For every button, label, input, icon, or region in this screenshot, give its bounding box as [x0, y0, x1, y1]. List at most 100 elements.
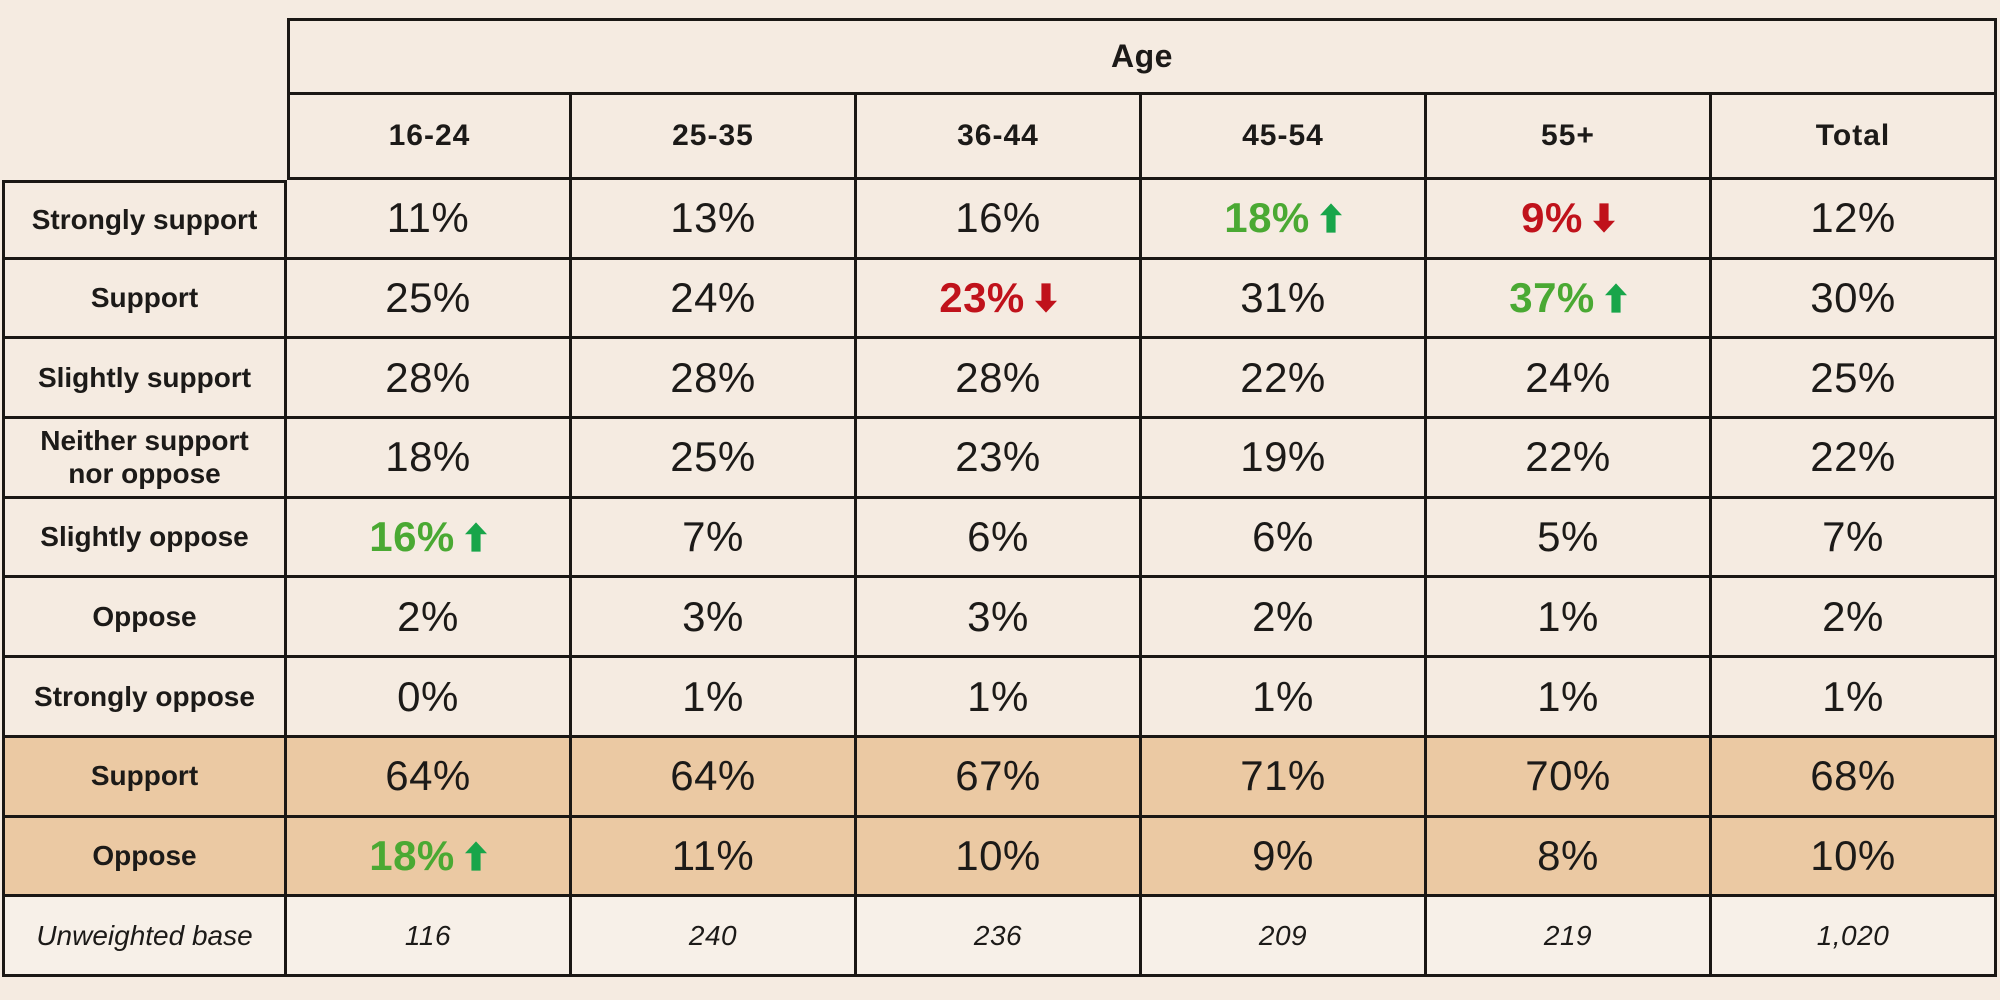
table-cell: 1%: [1427, 578, 1712, 659]
cell-value: 1%: [1252, 672, 1314, 720]
cell-value: 18%: [1224, 194, 1310, 242]
cell-value: 67%: [955, 752, 1041, 800]
row-label: Oppose: [2, 817, 287, 898]
cell-value: 10%: [955, 831, 1041, 879]
cell-value: 22%: [1525, 433, 1611, 481]
cell-value: 28%: [385, 353, 471, 401]
table-cell: 5%: [1427, 498, 1712, 579]
cell-value: 30%: [1810, 274, 1896, 322]
cell-value: 219: [1543, 919, 1593, 951]
cell-value: 9%: [1521, 194, 1583, 242]
cell-value: 28%: [670, 353, 756, 401]
table-cell: 2%: [1142, 578, 1427, 659]
row-label: Oppose: [2, 578, 287, 659]
cell-value: 0%: [397, 672, 459, 720]
cell-value: 3%: [682, 592, 744, 640]
table-cell: 0%: [287, 658, 572, 738]
table-cell: 28%: [857, 339, 1142, 420]
cell-value: 23%: [955, 433, 1041, 481]
row-label: Strongly support: [2, 180, 287, 260]
table-cell: 7%: [572, 498, 857, 579]
cell-value: 23%: [939, 274, 1025, 322]
cell-value: 31%: [1240, 274, 1326, 322]
row-label: Support: [2, 259, 287, 340]
cell-value: 24%: [670, 274, 756, 322]
table-cell: 11%: [572, 817, 857, 898]
table-cell: 219: [1427, 897, 1712, 977]
cell-value: 18%: [385, 433, 471, 481]
cell-value: 2%: [1822, 592, 1884, 640]
cell-value: 1%: [1822, 672, 1884, 720]
cell-value: 11%: [386, 194, 470, 242]
table-cell: 19%: [1142, 419, 1427, 499]
table-cell: 8%: [1427, 817, 1712, 898]
cell-value: 22%: [1240, 353, 1326, 401]
table-cell: 22%: [1142, 339, 1427, 420]
cell-value: 116: [404, 919, 452, 951]
cell-value: 18%: [369, 831, 455, 879]
cell-value: 10%: [1810, 831, 1896, 879]
table-cell: 18%: [287, 817, 572, 898]
age-crosstab-table: Age 16-24 25-35 36-44 45-54 55+ Total St…: [2, 18, 1997, 977]
table-cell: 16%: [287, 498, 572, 579]
cell-value: 64%: [385, 752, 471, 800]
table-cell: 2%: [1712, 578, 1997, 659]
row-label: Slightly support: [2, 339, 287, 420]
table-cell: 16%: [857, 180, 1142, 260]
column-header-25-35: 25-35: [572, 95, 857, 180]
column-header-55plus: 55+: [1427, 95, 1712, 180]
cell-value: 19%: [1240, 433, 1326, 481]
table-cell: 1%: [572, 658, 857, 738]
row-label: Slightly oppose: [2, 498, 287, 579]
table-cell: 23%: [857, 419, 1142, 499]
table-cell: 209: [1142, 897, 1427, 977]
cell-value: 8%: [1537, 831, 1599, 879]
cell-value: 5%: [1537, 513, 1599, 561]
cell-value: 64%: [670, 752, 756, 800]
cell-value: 1%: [967, 672, 1029, 720]
table-cell: 6%: [857, 498, 1142, 579]
table-cell: 37%: [1427, 259, 1712, 340]
table-cell: 7%: [1712, 498, 1997, 579]
column-header-45-54: 45-54: [1142, 95, 1427, 180]
table-cell: 64%: [572, 737, 857, 818]
cell-value: 2%: [397, 592, 459, 640]
table-cell: 10%: [1712, 817, 1997, 898]
cell-value: 28%: [955, 353, 1041, 401]
row-label: Unweighted base: [2, 897, 287, 977]
cell-value: 2%: [1252, 592, 1314, 640]
table-cell: 71%: [1142, 737, 1427, 818]
table-cell: 64%: [287, 737, 572, 818]
row-label: Neither support nor oppose: [2, 419, 287, 499]
trend-up-icon: [464, 840, 487, 872]
cell-value: 12%: [1810, 194, 1896, 242]
table-cell: 6%: [1142, 498, 1427, 579]
age-group-header: Age: [287, 18, 1997, 95]
cell-value: 1%: [682, 672, 744, 720]
table-cell: 10%: [857, 817, 1142, 898]
cell-value: 1,020: [1816, 919, 1890, 951]
cell-value: 16%: [955, 194, 1041, 242]
table-cell: 240: [572, 897, 857, 977]
cell-value: 1%: [1537, 672, 1599, 720]
trend-up-icon: [464, 521, 487, 553]
row-label: Strongly oppose: [2, 658, 287, 738]
table-cell: 31%: [1142, 259, 1427, 340]
cell-value: 68%: [1810, 752, 1896, 800]
row-label: Support: [2, 737, 287, 818]
table-cell: 1%: [1712, 658, 1997, 738]
table-cell: 30%: [1712, 259, 1997, 340]
cell-value: 7%: [1822, 513, 1884, 561]
table-cell: 116: [287, 897, 572, 977]
table-cell: 9%: [1427, 180, 1712, 260]
table-cell: 23%: [857, 259, 1142, 340]
table-cell: 24%: [1427, 339, 1712, 420]
cell-value: 7%: [682, 513, 744, 561]
table-cell: 236: [857, 897, 1142, 977]
table-cell: 24%: [572, 259, 857, 340]
cell-value: 70%: [1525, 752, 1611, 800]
column-header-total: Total: [1712, 95, 1997, 180]
table-cell: 9%: [1142, 817, 1427, 898]
cell-value: 13%: [670, 194, 756, 242]
cell-value: 209: [1258, 919, 1308, 951]
